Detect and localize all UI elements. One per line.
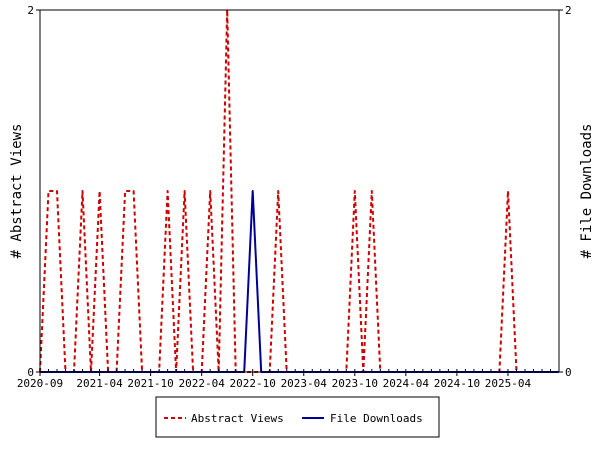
x-tick-label: 2025-04 xyxy=(485,377,532,390)
axes: 2020-09 2021-04 2021-10 2022-04 2022-10 2023-… xyxy=(17,4,572,390)
x-tick-label: 2023-04 xyxy=(281,377,328,390)
y-left-tick-label: 0 xyxy=(27,366,34,379)
y-axis-left-title: # Abstract Views xyxy=(9,124,25,259)
x-tick-label: 2024-10 xyxy=(434,377,480,390)
x-tick-label: 2024-04 xyxy=(383,377,430,390)
x-tick-label: 2020-09 xyxy=(17,377,63,390)
plot-frame xyxy=(39,9,560,373)
legend-label-file-downloads: File Downloads xyxy=(330,412,423,425)
y-left-tick-label: 2 xyxy=(27,4,34,17)
legend-label-abstract-views: Abstract Views xyxy=(191,412,284,425)
y-axis-right-title: # File Downloads xyxy=(579,124,595,259)
x-tick-label: 2021-10 xyxy=(127,377,173,390)
x-tick-label: 2022-04 xyxy=(178,377,225,390)
legend-box xyxy=(155,396,440,438)
x-tick-label: 2023-10 xyxy=(332,377,378,390)
y-right-tick-label: 0 xyxy=(565,366,572,379)
x-tick-label: 2021-04 xyxy=(76,377,123,390)
legend: Abstract Views File Downloads xyxy=(155,396,440,438)
y-right-tick-label: 2 xyxy=(565,4,572,17)
x-tick-label: 2022-10 xyxy=(230,377,276,390)
